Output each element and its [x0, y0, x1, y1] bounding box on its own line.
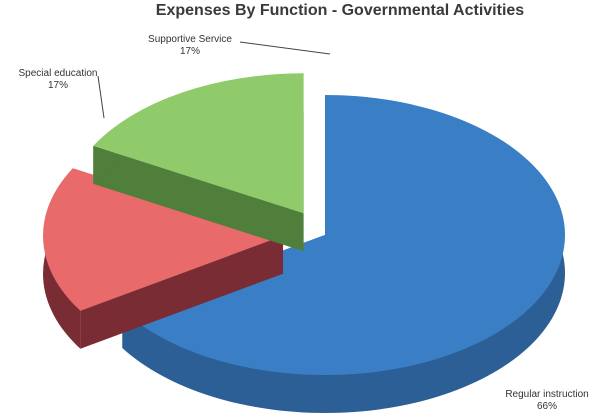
leader-line-supportive-service	[239, 41, 331, 55]
slice-label-name: Regular instruction	[505, 389, 589, 400]
slice-label-value: 17%	[179, 46, 200, 57]
pie-slice-special-education	[43, 168, 284, 349]
pie-slice-top	[93, 73, 304, 214]
pie-slice-side	[93, 145, 304, 252]
slice-label-supportive-service: Supportive Service 17%	[120, 34, 260, 58]
chart-title: Expenses By Function - Governmental Acti…	[155, 2, 525, 19]
slice-label-name: Supportive Service	[148, 34, 232, 45]
pie-slice-supportive-service	[93, 73, 304, 252]
pie-slice-top	[43, 168, 284, 311]
slice-label-value: 66%	[536, 401, 557, 412]
slice-label-special-education: Special education 17%	[4, 68, 112, 92]
pie-slice-side	[80, 235, 284, 349]
slice-label-name: Special education	[18, 68, 98, 79]
leader-line-special-education	[97, 75, 105, 119]
slice-label-regular-instruction: Regular instruction 66%	[492, 389, 599, 413]
slice-label-value: 17%	[47, 80, 68, 91]
pie-slice-top	[122, 95, 566, 375]
